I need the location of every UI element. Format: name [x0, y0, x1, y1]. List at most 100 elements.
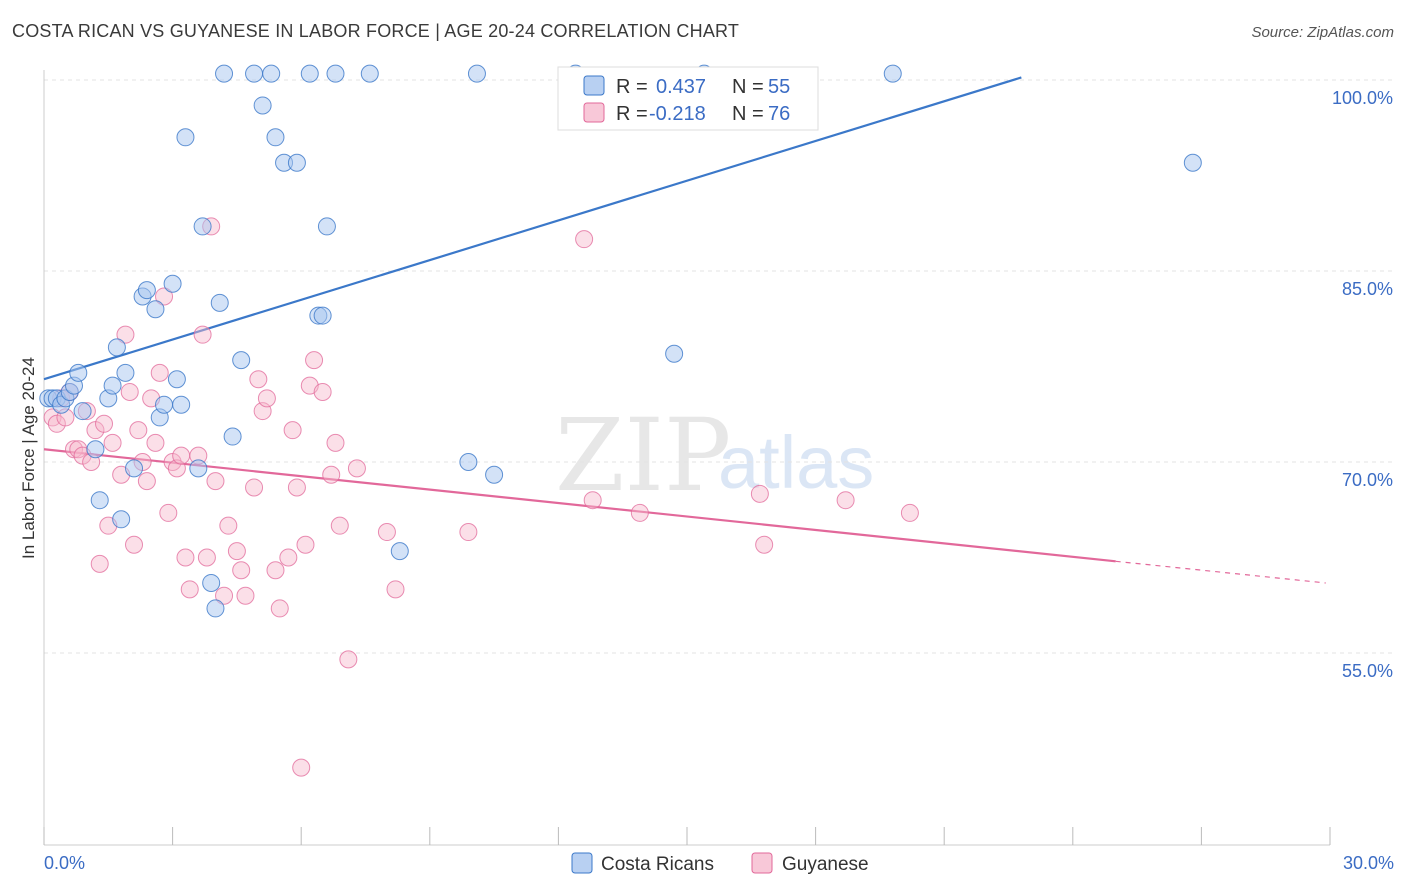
point-costa-ricans-51 — [665, 344, 684, 363]
y-tick-label-85: 85.0% — [1342, 279, 1393, 299]
point-costa-ricans-35 — [253, 96, 272, 115]
point-guyanese-17 — [120, 382, 139, 401]
point-costa-ricans-13 — [107, 338, 126, 357]
point-guyanese-68 — [755, 535, 774, 554]
point-costa-ricans-39 — [287, 153, 306, 172]
point-costa-ricans-32 — [223, 427, 242, 446]
point-costa-ricans-46 — [390, 542, 409, 561]
legend-n-value-1: 55 — [768, 76, 790, 98]
point-guyanese-16 — [116, 325, 135, 344]
bottom-legend: Costa Ricans Guyanese — [571, 852, 869, 875]
point-guyanese-39 — [227, 542, 246, 561]
point-costa-ricans-49 — [485, 465, 504, 484]
point-guyanese-19 — [129, 421, 148, 440]
point-costa-ricans-27 — [193, 217, 212, 236]
legend-r-value-2: -0.218 — [649, 103, 706, 125]
point-guyanese-29 — [172, 446, 191, 465]
legend-swatch-costa-ricans — [583, 75, 605, 96]
point-costa-ricans-37 — [266, 128, 285, 147]
point-guyanese-65 — [583, 491, 602, 510]
point-costa-ricans-12 — [103, 376, 122, 395]
point-costa-ricans-36 — [262, 64, 281, 83]
bottom-legend-swatch-costa-ricans — [571, 852, 593, 874]
legend-n-value-2: 76 — [768, 103, 790, 125]
point-guyanese-40 — [232, 561, 251, 580]
point-guyanese-33 — [193, 325, 212, 344]
point-guyanese-11 — [90, 554, 109, 573]
point-costa-ricans-23 — [167, 370, 186, 389]
point-guyanese-31 — [180, 580, 199, 599]
trend-line-guyanese — [43, 448, 1116, 563]
trend-line-costa-ricans — [43, 76, 1022, 381]
point-costa-ricans-44 — [326, 64, 345, 83]
trend-lines — [43, 76, 1326, 584]
point-guyanese-18 — [125, 535, 144, 554]
point-guyanese-58 — [339, 650, 358, 669]
point-guyanese-23 — [146, 433, 165, 452]
point-guyanese-24 — [150, 363, 169, 382]
x-tick-label-max: 30.0% — [1343, 853, 1394, 873]
legend-r-label-2: R = — [616, 103, 648, 125]
data-points — [39, 64, 1202, 777]
bottom-legend-swatch-guyanese — [751, 852, 773, 874]
point-guyanese-43 — [249, 370, 268, 389]
y-tick-label-55: 55.0% — [1342, 661, 1393, 681]
point-guyanese-70 — [900, 503, 919, 522]
point-guyanese-56 — [326, 433, 345, 452]
point-guyanese-21 — [137, 472, 156, 491]
point-guyanese-37 — [215, 586, 234, 605]
point-guyanese-64 — [575, 230, 594, 249]
point-costa-ricans-42 — [313, 306, 332, 325]
point-costa-ricans-15 — [116, 363, 135, 382]
point-costa-ricans-43 — [317, 217, 336, 236]
point-guyanese-67 — [750, 484, 769, 503]
legend-n-label-2: N = — [732, 103, 764, 125]
legend-r-value-1: 0.437 — [656, 76, 706, 98]
point-costa-ricans-19 — [146, 300, 165, 319]
point-guyanese-51 — [296, 535, 315, 554]
point-guyanese-25 — [155, 287, 174, 306]
point-costa-ricans-48 — [467, 64, 486, 83]
y-tick-label-100: 100.0% — [1332, 88, 1393, 108]
point-guyanese-45 — [257, 389, 276, 408]
point-guyanese-62 — [292, 758, 311, 777]
point-costa-ricans-29 — [206, 599, 225, 618]
point-costa-ricans-26 — [189, 459, 208, 478]
point-costa-ricans-21 — [155, 395, 174, 414]
point-costa-ricans-24 — [172, 395, 191, 414]
point-guyanese-46 — [266, 561, 285, 580]
point-guyanese-38 — [219, 516, 238, 535]
point-costa-ricans-28 — [202, 573, 221, 592]
point-guyanese-30 — [176, 548, 195, 567]
point-guyanese-41 — [236, 586, 255, 605]
point-guyanese-66 — [630, 503, 649, 522]
point-guyanese-47 — [270, 599, 289, 618]
point-costa-ricans-45 — [360, 64, 379, 83]
point-guyanese-26 — [159, 503, 178, 522]
point-costa-ricans-40 — [300, 64, 319, 83]
y-tick-labels: 55.0% 70.0% 85.0% 100.0% — [1332, 88, 1393, 681]
point-guyanese-48 — [279, 548, 298, 567]
point-guyanese-12 — [95, 414, 114, 433]
y-axis-title: In Labor Force | Age 20-24 — [19, 357, 38, 559]
x-tick-label-min: 0.0% — [44, 853, 85, 873]
point-guyanese-34 — [197, 548, 216, 567]
bottom-legend-costa-ricans: Costa Ricans — [601, 854, 714, 875]
source-label: Source: ZipAtlas.com — [1251, 24, 1394, 41]
point-costa-ricans-54 — [1183, 153, 1202, 172]
y-tick-label-70: 70.0% — [1342, 470, 1393, 490]
point-costa-ricans-47 — [459, 453, 478, 471]
point-costa-ricans-53 — [883, 64, 902, 83]
point-guyanese-55 — [322, 465, 341, 484]
point-costa-ricans-18 — [137, 281, 156, 300]
point-guyanese-63 — [459, 523, 478, 542]
point-costa-ricans-34 — [245, 64, 264, 83]
axes — [43, 70, 1331, 846]
legend-n-label-1: N = — [732, 76, 764, 98]
point-guyanese-61 — [386, 580, 405, 599]
point-costa-ricans-7 — [69, 363, 88, 382]
point-costa-ricans-9 — [86, 440, 105, 459]
point-guyanese-53 — [305, 351, 324, 370]
point-guyanese-49 — [283, 421, 302, 440]
